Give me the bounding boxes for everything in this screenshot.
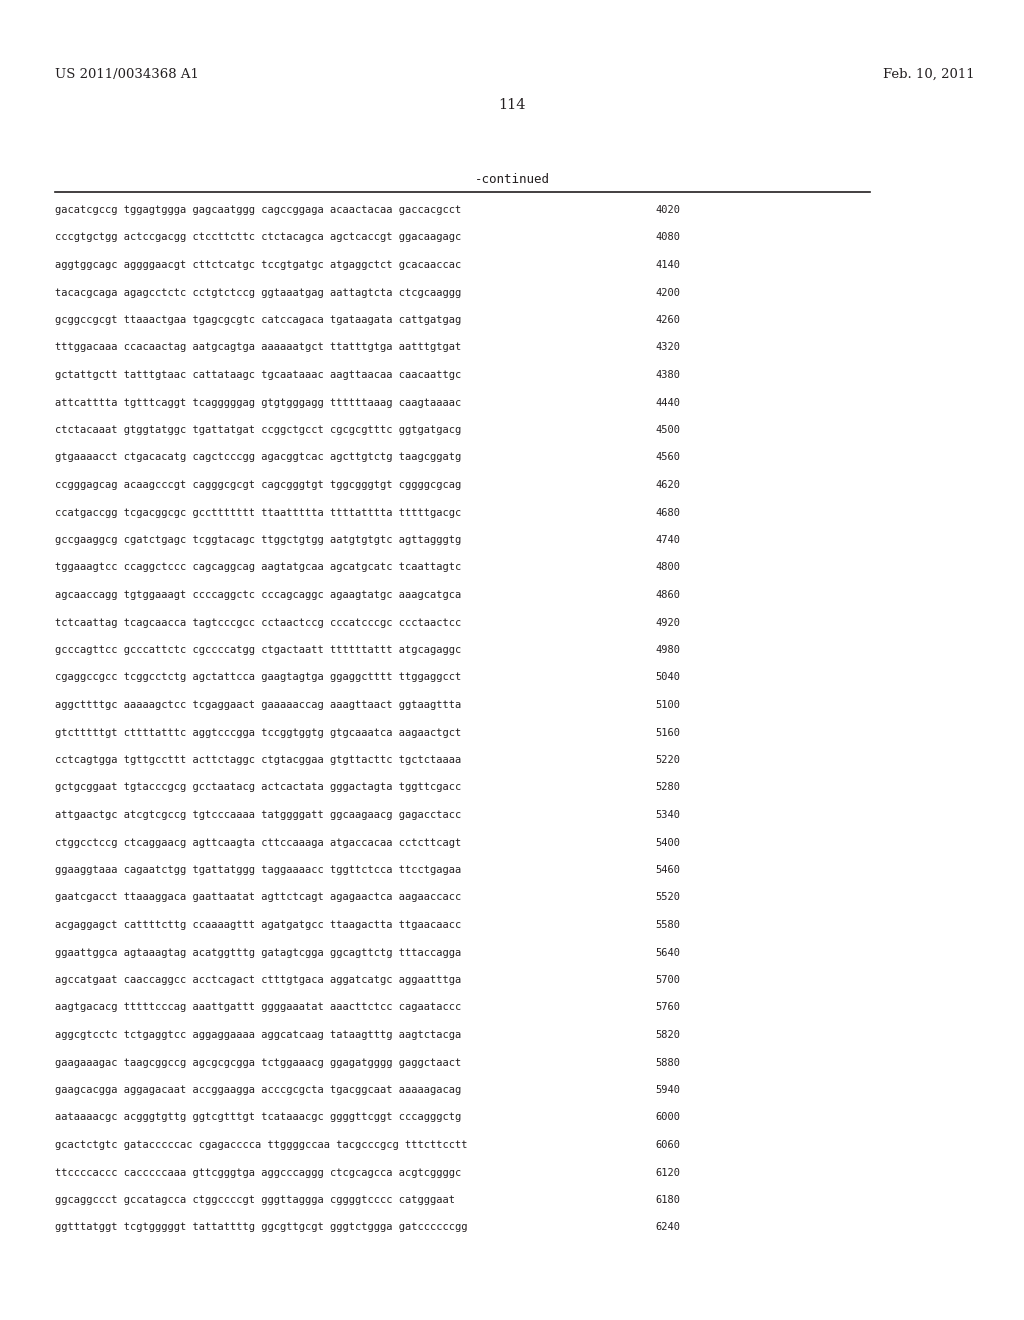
Text: gtgaaaacct ctgacacatg cagctcccgg agacggtcac agcttgtctg taagcggatg: gtgaaaacct ctgacacatg cagctcccgg agacggt… <box>55 453 461 462</box>
Text: 4260: 4260 <box>655 315 680 325</box>
Text: US 2011/0034368 A1: US 2011/0034368 A1 <box>55 69 199 81</box>
Text: 114: 114 <box>499 98 525 112</box>
Text: ctctacaaat gtggtatggc tgattatgat ccggctgcct cgcgcgtttc ggtgatgacg: ctctacaaat gtggtatggc tgattatgat ccggctg… <box>55 425 461 436</box>
Text: aggcttttgc aaaaagctcc tcgaggaact gaaaaaccag aaagttaact ggtaagttta: aggcttttgc aaaaagctcc tcgaggaact gaaaaac… <box>55 700 461 710</box>
Text: aataaaacgc acgggtgttg ggtcgtttgt tcataaacgc ggggttcggt cccagggctg: aataaaacgc acgggtgttg ggtcgtttgt tcataaa… <box>55 1113 461 1122</box>
Text: 4560: 4560 <box>655 453 680 462</box>
Text: 4860: 4860 <box>655 590 680 601</box>
Text: 4320: 4320 <box>655 342 680 352</box>
Text: ccatgaccgg tcgacggcgc gccttttttt ttaattttta ttttatttta tttttgacgc: ccatgaccgg tcgacggcgc gccttttttt ttaattt… <box>55 507 461 517</box>
Text: 4800: 4800 <box>655 562 680 573</box>
Text: gcccagttcc gcccattctc cgccccatgg ctgactaatt ttttttattt atgcagaggc: gcccagttcc gcccattctc cgccccatgg ctgacta… <box>55 645 461 655</box>
Text: 5760: 5760 <box>655 1002 680 1012</box>
Text: acgaggagct cattttcttg ccaaaagttt agatgatgcc ttaagactta ttgaacaacc: acgaggagct cattttcttg ccaaaagttt agatgat… <box>55 920 461 931</box>
Text: 4140: 4140 <box>655 260 680 271</box>
Text: 6000: 6000 <box>655 1113 680 1122</box>
Text: gctattgctt tatttgtaac cattataagc tgcaataaac aagttaacaa caacaattgc: gctattgctt tatttgtaac cattataagc tgcaata… <box>55 370 461 380</box>
Text: ggaaggtaaa cagaatctgg tgattatggg taggaaaacc tggttctcca ttcctgagaa: ggaaggtaaa cagaatctgg tgattatggg taggaaa… <box>55 865 461 875</box>
Text: gaagcacgga aggagacaat accggaagga acccgcgcta tgacggcaat aaaaagacag: gaagcacgga aggagacaat accggaagga acccgcg… <box>55 1085 461 1096</box>
Text: 4920: 4920 <box>655 618 680 627</box>
Text: agccatgaat caaccaggcc acctcagact ctttgtgaca aggatcatgc aggaatttga: agccatgaat caaccaggcc acctcagact ctttgtg… <box>55 975 461 985</box>
Text: tacacgcaga agagcctctc cctgtctccg ggtaaatgag aattagtcta ctcgcaaggg: tacacgcaga agagcctctc cctgtctccg ggtaaat… <box>55 288 461 297</box>
Text: 5880: 5880 <box>655 1057 680 1068</box>
Text: tggaaagtcc ccaggctccc cagcaggcag aagtatgcaa agcatgcatc tcaattagtc: tggaaagtcc ccaggctccc cagcaggcag aagtatg… <box>55 562 461 573</box>
Text: aagtgacacg tttttcccag aaattgattt ggggaaatat aaacttctcc cagaataccc: aagtgacacg tttttcccag aaattgattt ggggaaa… <box>55 1002 461 1012</box>
Text: ctggcctccg ctcaggaacg agttcaagta cttccaaaga atgaccacaa cctcttcagt: ctggcctccg ctcaggaacg agttcaagta cttccaa… <box>55 837 461 847</box>
Text: tttggacaaa ccacaactag aatgcagtga aaaaaatgct ttatttgtga aatttgtgat: tttggacaaa ccacaactag aatgcagtga aaaaaat… <box>55 342 461 352</box>
Text: ggaattggca agtaaagtag acatggtttg gatagtcgga ggcagttctg tttaccagga: ggaattggca agtaaagtag acatggtttg gatagtc… <box>55 948 461 957</box>
Text: gcactctgtc gatacccccac cgagacccca ttggggccaa tacgcccgcg tttcttcctt: gcactctgtc gatacccccac cgagacccca ttgggg… <box>55 1140 468 1150</box>
Text: 5220: 5220 <box>655 755 680 766</box>
Text: 6180: 6180 <box>655 1195 680 1205</box>
Text: -continued: -continued <box>474 173 550 186</box>
Text: 5700: 5700 <box>655 975 680 985</box>
Text: 4620: 4620 <box>655 480 680 490</box>
Text: 5820: 5820 <box>655 1030 680 1040</box>
Text: 4080: 4080 <box>655 232 680 243</box>
Text: 6120: 6120 <box>655 1167 680 1177</box>
Text: 5940: 5940 <box>655 1085 680 1096</box>
Text: 6240: 6240 <box>655 1222 680 1233</box>
Text: ggtttatggt tcgtgggggt tattattttg ggcgttgcgt gggtctggga gatccccccgg: ggtttatggt tcgtgggggt tattattttg ggcgttg… <box>55 1222 468 1233</box>
Text: aggtggcagc aggggaacgt cttctcatgc tccgtgatgc atgaggctct gcacaaccac: aggtggcagc aggggaacgt cttctcatgc tccgtga… <box>55 260 461 271</box>
Text: gaagaaagac taagcggccg agcgcgcgga tctggaaacg ggagatgggg gaggctaact: gaagaaagac taagcggccg agcgcgcgga tctggaa… <box>55 1057 461 1068</box>
Text: attcatttta tgtttcaggt tcagggggag gtgtgggagg ttttttaaag caagtaaaac: attcatttta tgtttcaggt tcagggggag gtgtggg… <box>55 397 461 408</box>
Text: 5280: 5280 <box>655 783 680 792</box>
Text: agcaaccagg tgtggaaagt ccccaggctc cccagcaggc agaagtatgc aaagcatgca: agcaaccagg tgtggaaagt ccccaggctc cccagca… <box>55 590 461 601</box>
Text: 5100: 5100 <box>655 700 680 710</box>
Text: ttccccaccc cacccccaaa gttcgggtga aggcccaggg ctcgcagcca acgtcggggc: ttccccaccc cacccccaaa gttcgggtga aggccca… <box>55 1167 461 1177</box>
Text: gacatcgccg tggagtggga gagcaatggg cagccggaga acaactacaa gaccacgcct: gacatcgccg tggagtggga gagcaatggg cagccgg… <box>55 205 461 215</box>
Text: 4380: 4380 <box>655 370 680 380</box>
Text: 5160: 5160 <box>655 727 680 738</box>
Text: 5040: 5040 <box>655 672 680 682</box>
Text: attgaactgc atcgtcgccg tgtcccaaaa tatggggatt ggcaagaacg gagacctacc: attgaactgc atcgtcgccg tgtcccaaaa tatgggg… <box>55 810 461 820</box>
Text: cgaggccgcc tcggcctctg agctattcca gaagtagtga ggaggctttt ttggaggcct: cgaggccgcc tcggcctctg agctattcca gaagtag… <box>55 672 461 682</box>
Text: 5400: 5400 <box>655 837 680 847</box>
Text: 4680: 4680 <box>655 507 680 517</box>
Text: cctcagtgga tgttgccttt acttctaggc ctgtacggaa gtgttacttc tgctctaaaa: cctcagtgga tgttgccttt acttctaggc ctgtacg… <box>55 755 461 766</box>
Text: 4020: 4020 <box>655 205 680 215</box>
Text: aggcgtcctc tctgaggtcc aggaggaaaa aggcatcaag tataagtttg aagtctacga: aggcgtcctc tctgaggtcc aggaggaaaa aggcatc… <box>55 1030 461 1040</box>
Text: gtctttttgt cttttatttc aggtcccgga tccggtggtg gtgcaaatca aagaactgct: gtctttttgt cttttatttc aggtcccgga tccggtg… <box>55 727 461 738</box>
Text: cccgtgctgg actccgacgg ctccttcttc ctctacagca agctcaccgt ggacaagagc: cccgtgctgg actccgacgg ctccttcttc ctctaca… <box>55 232 461 243</box>
Text: 5460: 5460 <box>655 865 680 875</box>
Text: ccgggagcag acaagcccgt cagggcgcgt cagcgggtgt tggcgggtgt cggggcgcag: ccgggagcag acaagcccgt cagggcgcgt cagcggg… <box>55 480 461 490</box>
Text: ggcaggccct gccatagcca ctggccccgt gggttaggga cggggtcccc catgggaat: ggcaggccct gccatagcca ctggccccgt gggttag… <box>55 1195 455 1205</box>
Text: 5640: 5640 <box>655 948 680 957</box>
Text: 5520: 5520 <box>655 892 680 903</box>
Text: gctgcggaat tgtacccgcg gcctaatacg actcactata gggactagta tggttcgacc: gctgcggaat tgtacccgcg gcctaatacg actcact… <box>55 783 461 792</box>
Text: 6060: 6060 <box>655 1140 680 1150</box>
Text: gccgaaggcg cgatctgagc tcggtacagc ttggctgtgg aatgtgtgtc agttagggtg: gccgaaggcg cgatctgagc tcggtacagc ttggctg… <box>55 535 461 545</box>
Text: 4980: 4980 <box>655 645 680 655</box>
Text: 5340: 5340 <box>655 810 680 820</box>
Text: tctcaattag tcagcaacca tagtcccgcc cctaactccg cccatcccgc ccctaactcc: tctcaattag tcagcaacca tagtcccgcc cctaact… <box>55 618 461 627</box>
Text: 4740: 4740 <box>655 535 680 545</box>
Text: 4200: 4200 <box>655 288 680 297</box>
Text: Feb. 10, 2011: Feb. 10, 2011 <box>884 69 975 81</box>
Text: 5580: 5580 <box>655 920 680 931</box>
Text: 4440: 4440 <box>655 397 680 408</box>
Text: 4500: 4500 <box>655 425 680 436</box>
Text: gcggccgcgt ttaaactgaa tgagcgcgtc catccagaca tgataagata cattgatgag: gcggccgcgt ttaaactgaa tgagcgcgtc catccag… <box>55 315 461 325</box>
Text: gaatcgacct ttaaaggaca gaattaatat agttctcagt agagaactca aagaaccacc: gaatcgacct ttaaaggaca gaattaatat agttctc… <box>55 892 461 903</box>
